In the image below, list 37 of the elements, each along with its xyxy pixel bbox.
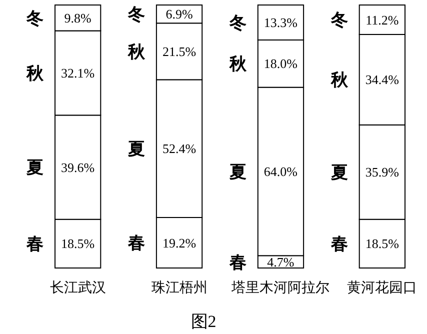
series-label: 冬 [228, 13, 246, 32]
x-tick-label: 珠江梧州 [151, 280, 208, 296]
series-label: 春 [228, 252, 246, 272]
data-label: 19.2% [162, 235, 196, 250]
x-tick-label: 黄河花园口 [347, 280, 418, 296]
data-label: 18.0% [264, 56, 298, 72]
data-label: 52.4% [162, 141, 196, 156]
data-label: 11.2% [366, 12, 399, 28]
text: 秋 [128, 42, 145, 62]
text: 夏 [330, 163, 348, 182]
x-tick-label: 塔里木河阿拉尔 [230, 280, 330, 296]
data-label: 35.9% [365, 164, 400, 180]
text: 冬 [26, 8, 44, 28]
text: 春 [26, 234, 44, 254]
text: 冬 [330, 10, 348, 30]
text: 秋 [26, 64, 44, 83]
data-label: 18.5% [365, 236, 400, 252]
x-tick-label: 长江武汉 [50, 280, 106, 296]
data-label: 32.1% [61, 66, 95, 81]
text: 秋 [330, 70, 348, 90]
data-label: 18.5% [61, 236, 95, 252]
text: 图2 [190, 312, 216, 331]
data-label: 9.8% [64, 10, 92, 26]
data-label: 6.9% [166, 6, 193, 22]
text: 春 [128, 234, 145, 253]
text: 夏 [26, 158, 44, 178]
data-label: 21.5% [162, 44, 196, 59]
data-label: 34.4% [365, 72, 400, 88]
series-label: 秋 [228, 54, 248, 74]
data-label: 64.0% [264, 164, 298, 180]
text: 冬 [128, 5, 145, 24]
text: 春 [330, 234, 348, 254]
data-label: 13.3% [264, 15, 298, 30]
series-label: 夏 [228, 162, 246, 182]
data-label: 4.7% [267, 254, 294, 270]
data-label: 39.6% [61, 160, 95, 175]
text: 夏 [128, 140, 145, 159]
